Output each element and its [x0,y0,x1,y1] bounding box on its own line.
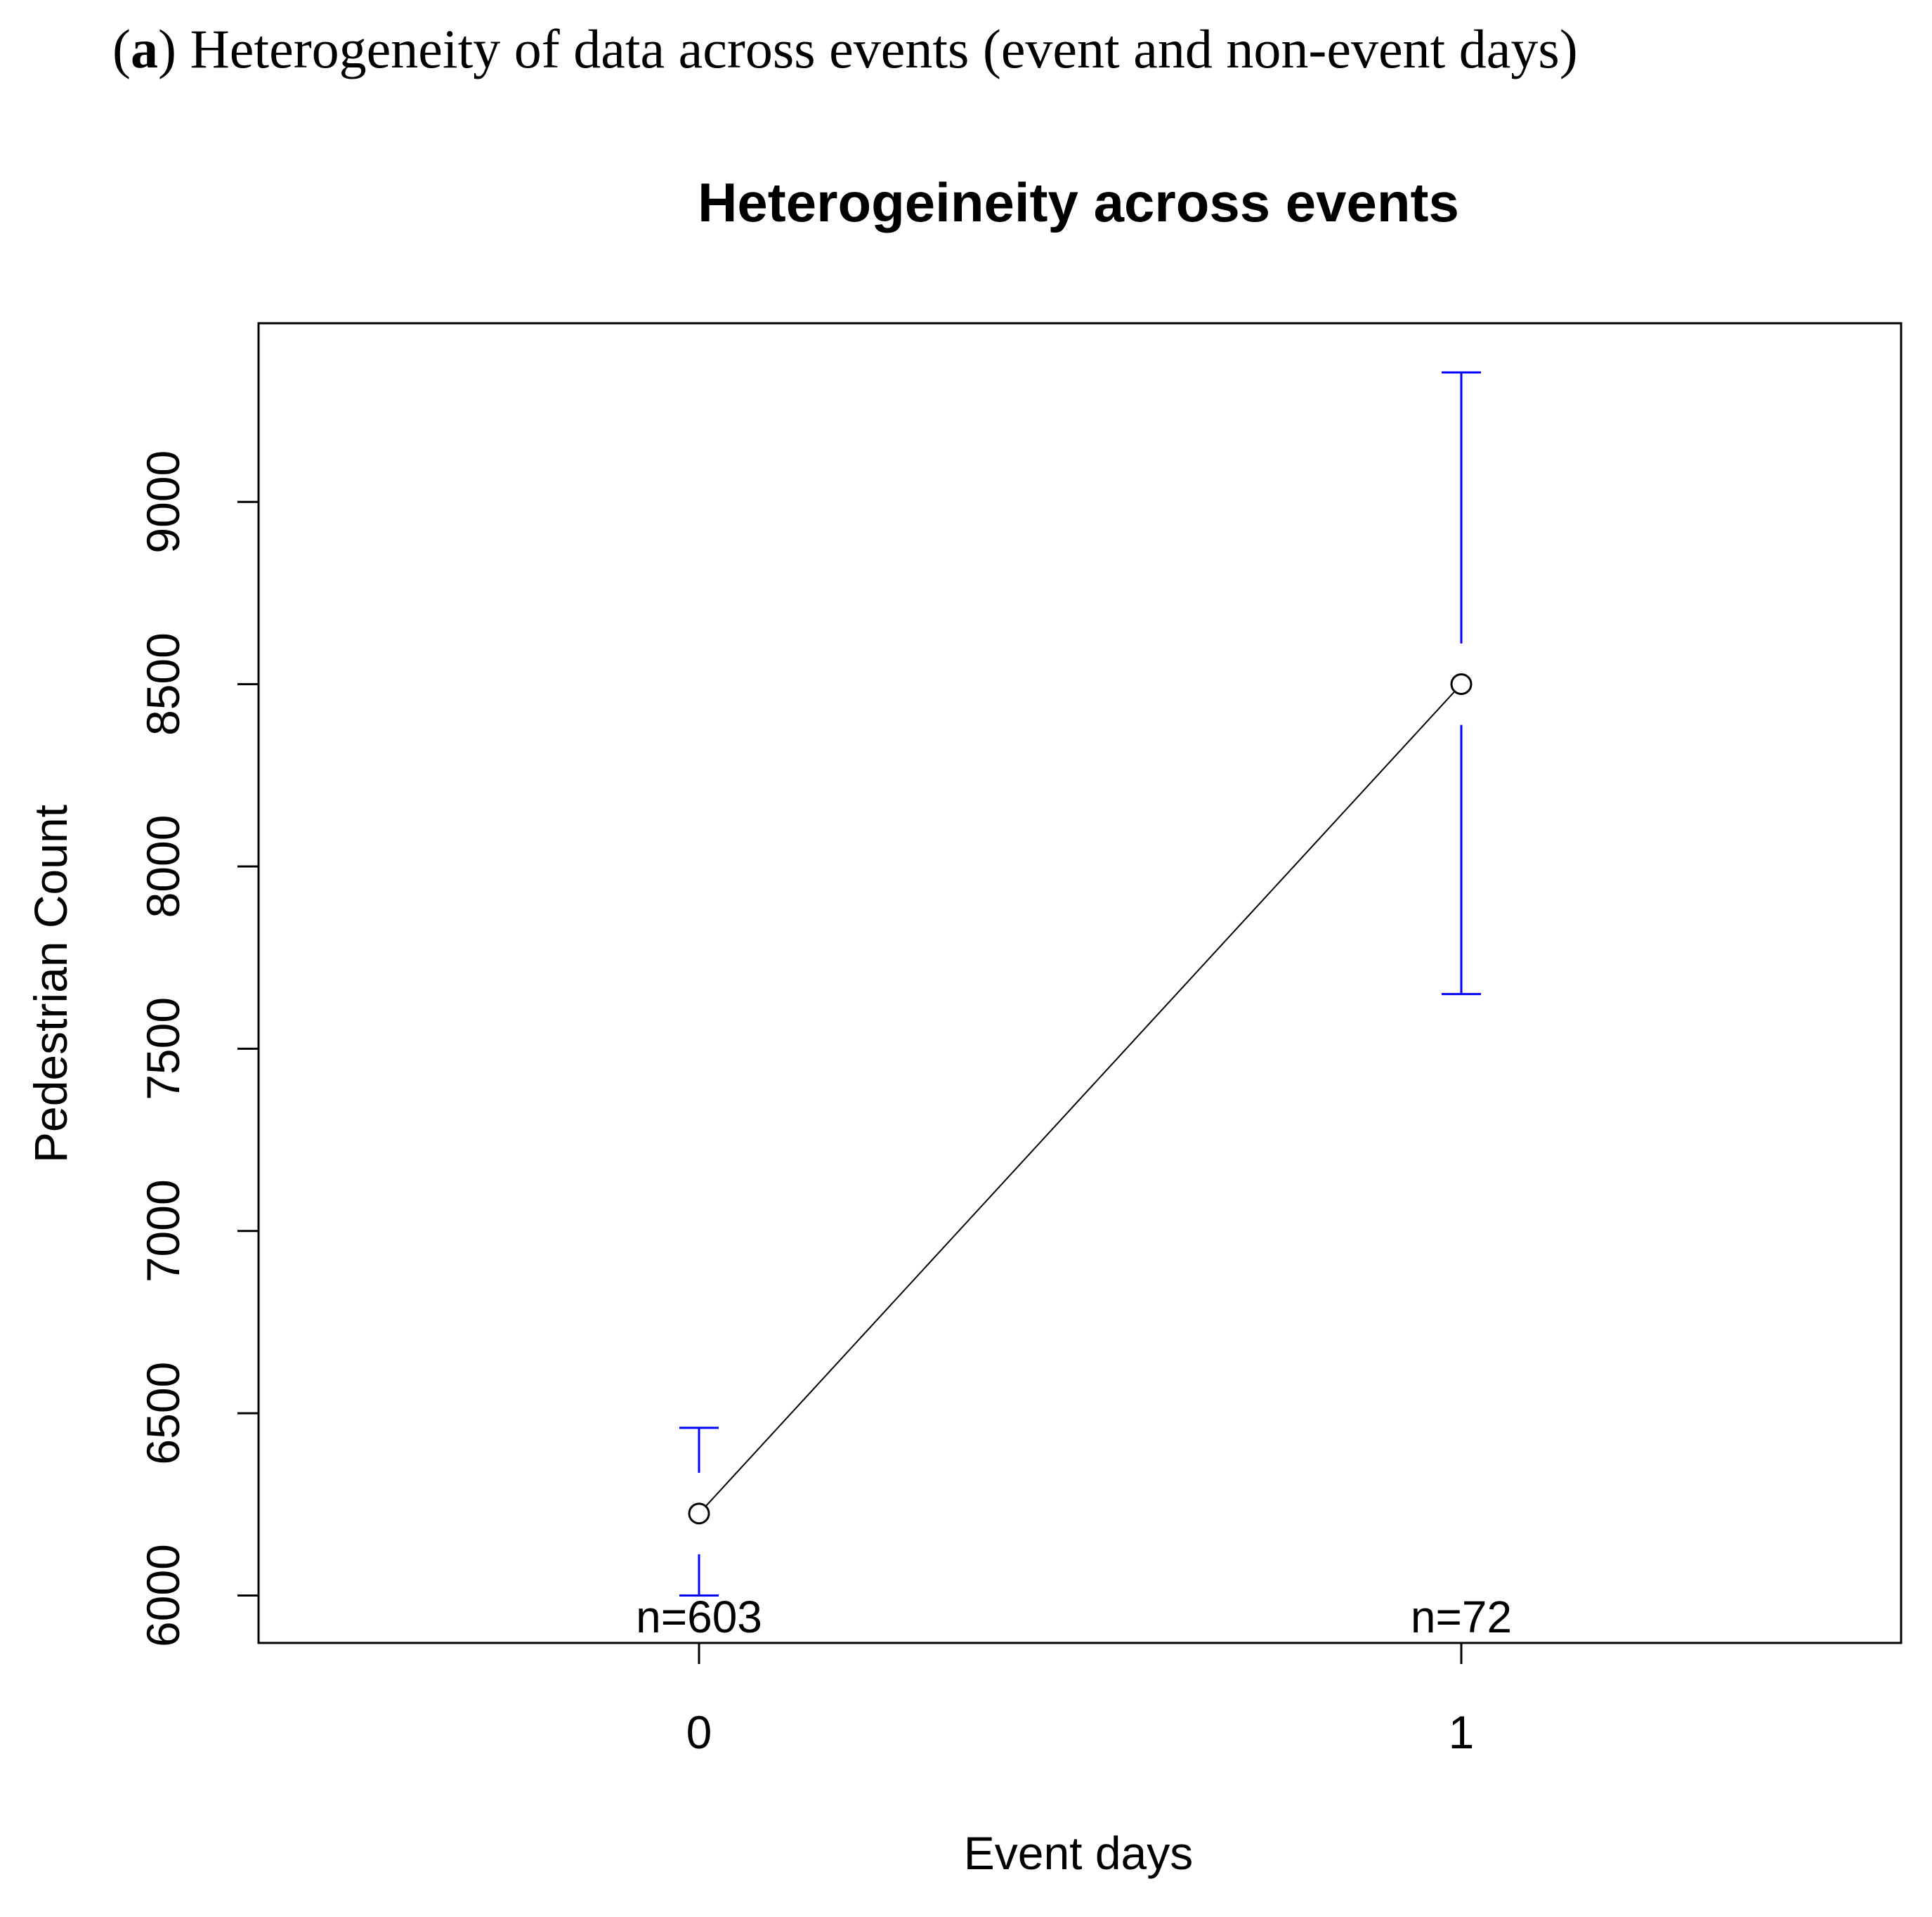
mean-point [688,1502,710,1525]
n-labels: n=603 n=72 [636,1592,1512,1642]
y-tick-label: 6000 [137,1544,189,1647]
mean-point [1450,673,1473,696]
caption-label: a [130,18,158,79]
y-tick-label: 9000 [137,450,189,554]
mean-series [688,673,1473,1525]
y-tick-label: 8500 [137,632,189,736]
chart-title: Heterogeineity across events [698,171,1459,233]
n-label: n=603 [636,1592,762,1642]
error-bars [679,371,1481,1597]
caption-text: Heterogeneity of data across events (eve… [190,18,1578,79]
x-tick-label: 0 [686,1706,712,1758]
y-tick-label: 6500 [137,1362,189,1465]
x-tick-label: 1 [1449,1706,1475,1758]
x-axis-label: Event days [964,1827,1194,1879]
y-axis: 6000 6500 7000 7500 8000 8500 9000 [137,450,259,1647]
y-tick-label: 7500 [137,997,189,1100]
y-axis-label: Pedestrian Count [25,805,77,1163]
n-label: n=72 [1411,1592,1512,1642]
figure-caption: (a) Heterogeneity of data across events … [112,18,1578,79]
plot-frame [257,322,1902,1644]
mean-line-segment [705,691,1456,1507]
y-tick-label: 7000 [137,1179,189,1282]
y-tick-label: 8000 [137,815,189,918]
